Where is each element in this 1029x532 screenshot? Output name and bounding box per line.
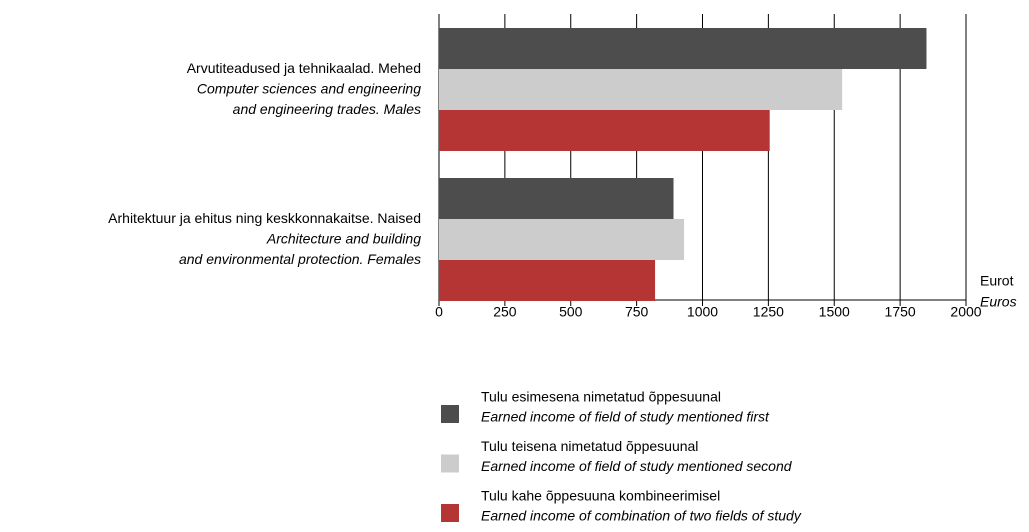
x-tick-label: 1750	[885, 304, 916, 320]
x-tick-label: 2000	[950, 304, 981, 320]
legend-label: Tulu kahe õppesuuna kombineerimisel	[481, 488, 720, 504]
category-label: Computer sciences and engineering	[197, 81, 421, 97]
x-tick-label: 500	[559, 304, 583, 320]
category-label: Arhitektuur ja ehitus ning keskkonnakait…	[108, 210, 421, 226]
legend-label-en: Earned income of combination of two fiel…	[481, 508, 802, 524]
bar	[439, 28, 927, 69]
bar	[439, 110, 770, 151]
x-tick-label: 250	[493, 304, 517, 320]
x-tick-label: 0	[435, 304, 443, 320]
category-label: and engineering trades. Males	[233, 101, 421, 117]
bar	[439, 69, 843, 110]
legend-swatch	[441, 454, 459, 473]
x-tick-label: 1000	[687, 304, 718, 320]
x-axis-label-en: Euros	[980, 294, 1017, 310]
x-tick-label: 1500	[819, 304, 850, 320]
x-tick-label: 1250	[753, 304, 784, 320]
legend-swatch	[441, 504, 459, 522]
bar	[439, 260, 656, 301]
category-label: and environmental protection. Females	[179, 251, 421, 267]
legend-label-en: Earned income of field of study mentione…	[481, 409, 770, 425]
bar	[439, 219, 685, 260]
legend-label: Tulu esimesena nimetatud õppesuunal	[481, 389, 721, 405]
legend-label-en: Earned income of field of study mentione…	[481, 458, 793, 474]
x-axis-label: Eurot	[980, 273, 1014, 289]
category-label: Arvutiteadused ja tehnikaalad. Mehed	[187, 60, 421, 76]
bar	[439, 178, 674, 219]
x-tick-label: 750	[625, 304, 649, 320]
legend-label: Tulu teisena nimetatud õppesuunal	[481, 438, 698, 454]
legend-swatch	[441, 405, 459, 423]
category-label: Architecture and building	[266, 231, 421, 247]
